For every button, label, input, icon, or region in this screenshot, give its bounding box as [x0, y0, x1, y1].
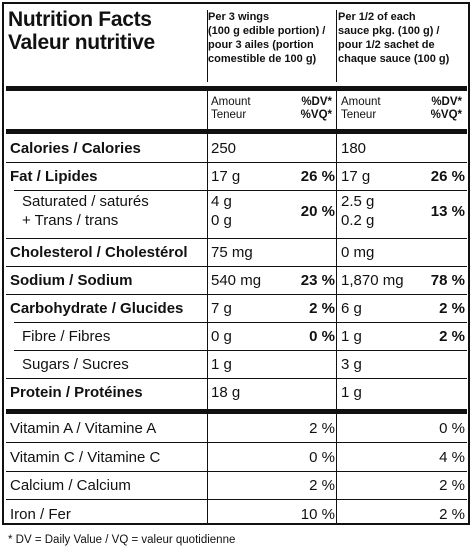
table-row: Sugars / Sucres 1 g 3 g [6, 350, 467, 378]
nutrient-name: Cholesterol / Cholestérol [10, 244, 188, 261]
row-separator [14, 350, 467, 351]
table-row: Vitamin C / Vitamine C 0 % 4 % [6, 443, 467, 471]
dv-sauce: 0 % [439, 420, 465, 437]
dv-sauce: 2 % [439, 477, 465, 494]
nutrient-name: Carbohydrate / Glucides [10, 300, 184, 317]
amount-sauce: 1,870 mg [341, 272, 404, 289]
dv-wings: 23 % [300, 272, 335, 289]
vitamin-name: Iron / Fer [10, 505, 71, 523]
vitamin-name: Vitamin A / Vitamine A [10, 420, 157, 437]
table-row: Sodium / Sodium 540 mg 1,870 mg 23 % 78 % [6, 266, 467, 294]
row-separator [6, 499, 467, 500]
row-separator [6, 294, 467, 295]
header-divider [6, 86, 467, 91]
table-row: Carbohydrate / Glucides 7 g 6 g 2 % 2 % [6, 294, 467, 322]
amount-label-1: Amount Teneur [211, 96, 251, 121]
nutrient-name-2: + Trans / trans [22, 212, 119, 229]
nutrient-name: Saturated / saturés [22, 193, 149, 210]
table-title: Nutrition Facts Valeur nutritive [8, 8, 155, 54]
dv-sauce: 13 % [430, 203, 465, 220]
dv-label-1: %DV* %VQ* [300, 96, 332, 121]
amount-sauce: 6 g [341, 300, 362, 317]
amount-label-2: Amount Teneur [341, 96, 381, 121]
table-row: Fibre / Fibres 0 g 1 g 0 % 2 % [6, 322, 467, 350]
table-row: Iron / Fer 10 % 2 % [6, 500, 467, 528]
row-separator [6, 162, 467, 163]
dv-wings: 2 % [309, 420, 335, 437]
amount-sauce: 2.5 g [341, 193, 375, 210]
dv-sauce: 78 % [430, 272, 465, 289]
column-header-sauce: Per 1/2 of each sauce pkg. (100 g) / pou… [338, 11, 450, 65]
nutrient-name: Sodium / Sodium [10, 272, 133, 289]
dv-wings: 10 % [300, 505, 335, 523]
amount-wings-2: 0 g [211, 212, 232, 229]
dv-label-2: %DV* %VQ* [430, 96, 462, 121]
row-separator [14, 322, 467, 323]
nutrient-name: Fat / Lipides [10, 168, 98, 185]
amount-wings: 7 g [211, 300, 232, 317]
dv-wings: 0 % [309, 328, 335, 345]
row-separator [6, 238, 467, 239]
amount-wings: 4 g [211, 193, 232, 210]
table-row: Fat / Lipides 17 g 17 g 26 % 26 % [6, 162, 467, 190]
column-divider-top-2 [336, 10, 337, 82]
dv-sauce: 2 % [439, 505, 465, 523]
amount-sauce: 1 g [341, 384, 362, 401]
table-row: Protein / Protéines 18 g 1 g [6, 378, 467, 406]
footnote: * DV = Daily Value / VQ = valeur quotidi… [8, 534, 236, 546]
row-separator [6, 266, 467, 267]
vitamin-name: Vitamin C / Vitamine C [10, 448, 161, 466]
dv-sauce: 2 % [439, 328, 465, 345]
amount-wings: 1 g [211, 356, 232, 373]
row-separator [6, 470, 467, 472]
amount-wings: 18 g [211, 384, 241, 401]
amount-sauce: 0 mg [341, 244, 375, 261]
row-separator [6, 378, 467, 379]
dv-wings: 2 % [309, 300, 335, 317]
dv-wings: 2 % [309, 477, 335, 494]
column-divider-2 [336, 91, 337, 525]
amount-wings: 250 [211, 140, 237, 157]
nutrient-name: Calories / Calories [10, 140, 141, 157]
amount-wings: 75 mg [211, 244, 253, 261]
dv-sauce: 26 % [430, 168, 465, 185]
table-row: Cholesterol / Cholestérol 75 mg 0 mg [6, 238, 467, 266]
vitamins-divider [6, 409, 467, 414]
dv-wings: 20 % [300, 203, 335, 220]
row-separator [6, 442, 467, 443]
table-row: Vitamin A / Vitamine A 2 % 0 % [6, 414, 467, 442]
dv-wings: 26 % [300, 168, 335, 185]
table-row: Saturated / saturés + Trans / trans 4 g 2.5… [6, 190, 467, 238]
amount-sauce: 1 g [341, 328, 362, 345]
title-french: Valeur nutritive [8, 31, 155, 54]
table-row: Calcium / Calcium 2 % 2 % [6, 471, 467, 499]
vitamin-name: Calcium / Calcium [10, 477, 131, 494]
amount-sauce-2: 0.2 g [341, 212, 375, 229]
column-divider-top [207, 10, 208, 82]
amount-sauce: 3 g [341, 356, 362, 373]
table-row: Calories / Calories 250 180 [6, 134, 467, 162]
amount-wings: 0 g [211, 328, 232, 345]
row-separator [14, 190, 467, 191]
amount-sauce: 17 g [341, 168, 371, 185]
amount-sauce: 180 [341, 140, 367, 157]
amount-wings: 540 mg [211, 272, 262, 289]
column-divider-1 [207, 91, 208, 525]
dv-wings: 0 % [309, 448, 335, 466]
nutrient-name: Fibre / Fibres [22, 328, 111, 345]
column-header-wings: Per 3 wings (100 g edible portion) / pou… [208, 11, 326, 65]
dv-sauce: 4 % [439, 448, 465, 466]
dv-sauce: 2 % [439, 300, 465, 317]
nutrient-name: Sugars / Sucres [22, 356, 129, 373]
title-english: Nutrition Facts [8, 8, 152, 31]
nutrient-name: Protein / Protéines [10, 384, 143, 401]
amount-divider [6, 129, 467, 134]
amount-wings: 17 g [211, 168, 241, 185]
